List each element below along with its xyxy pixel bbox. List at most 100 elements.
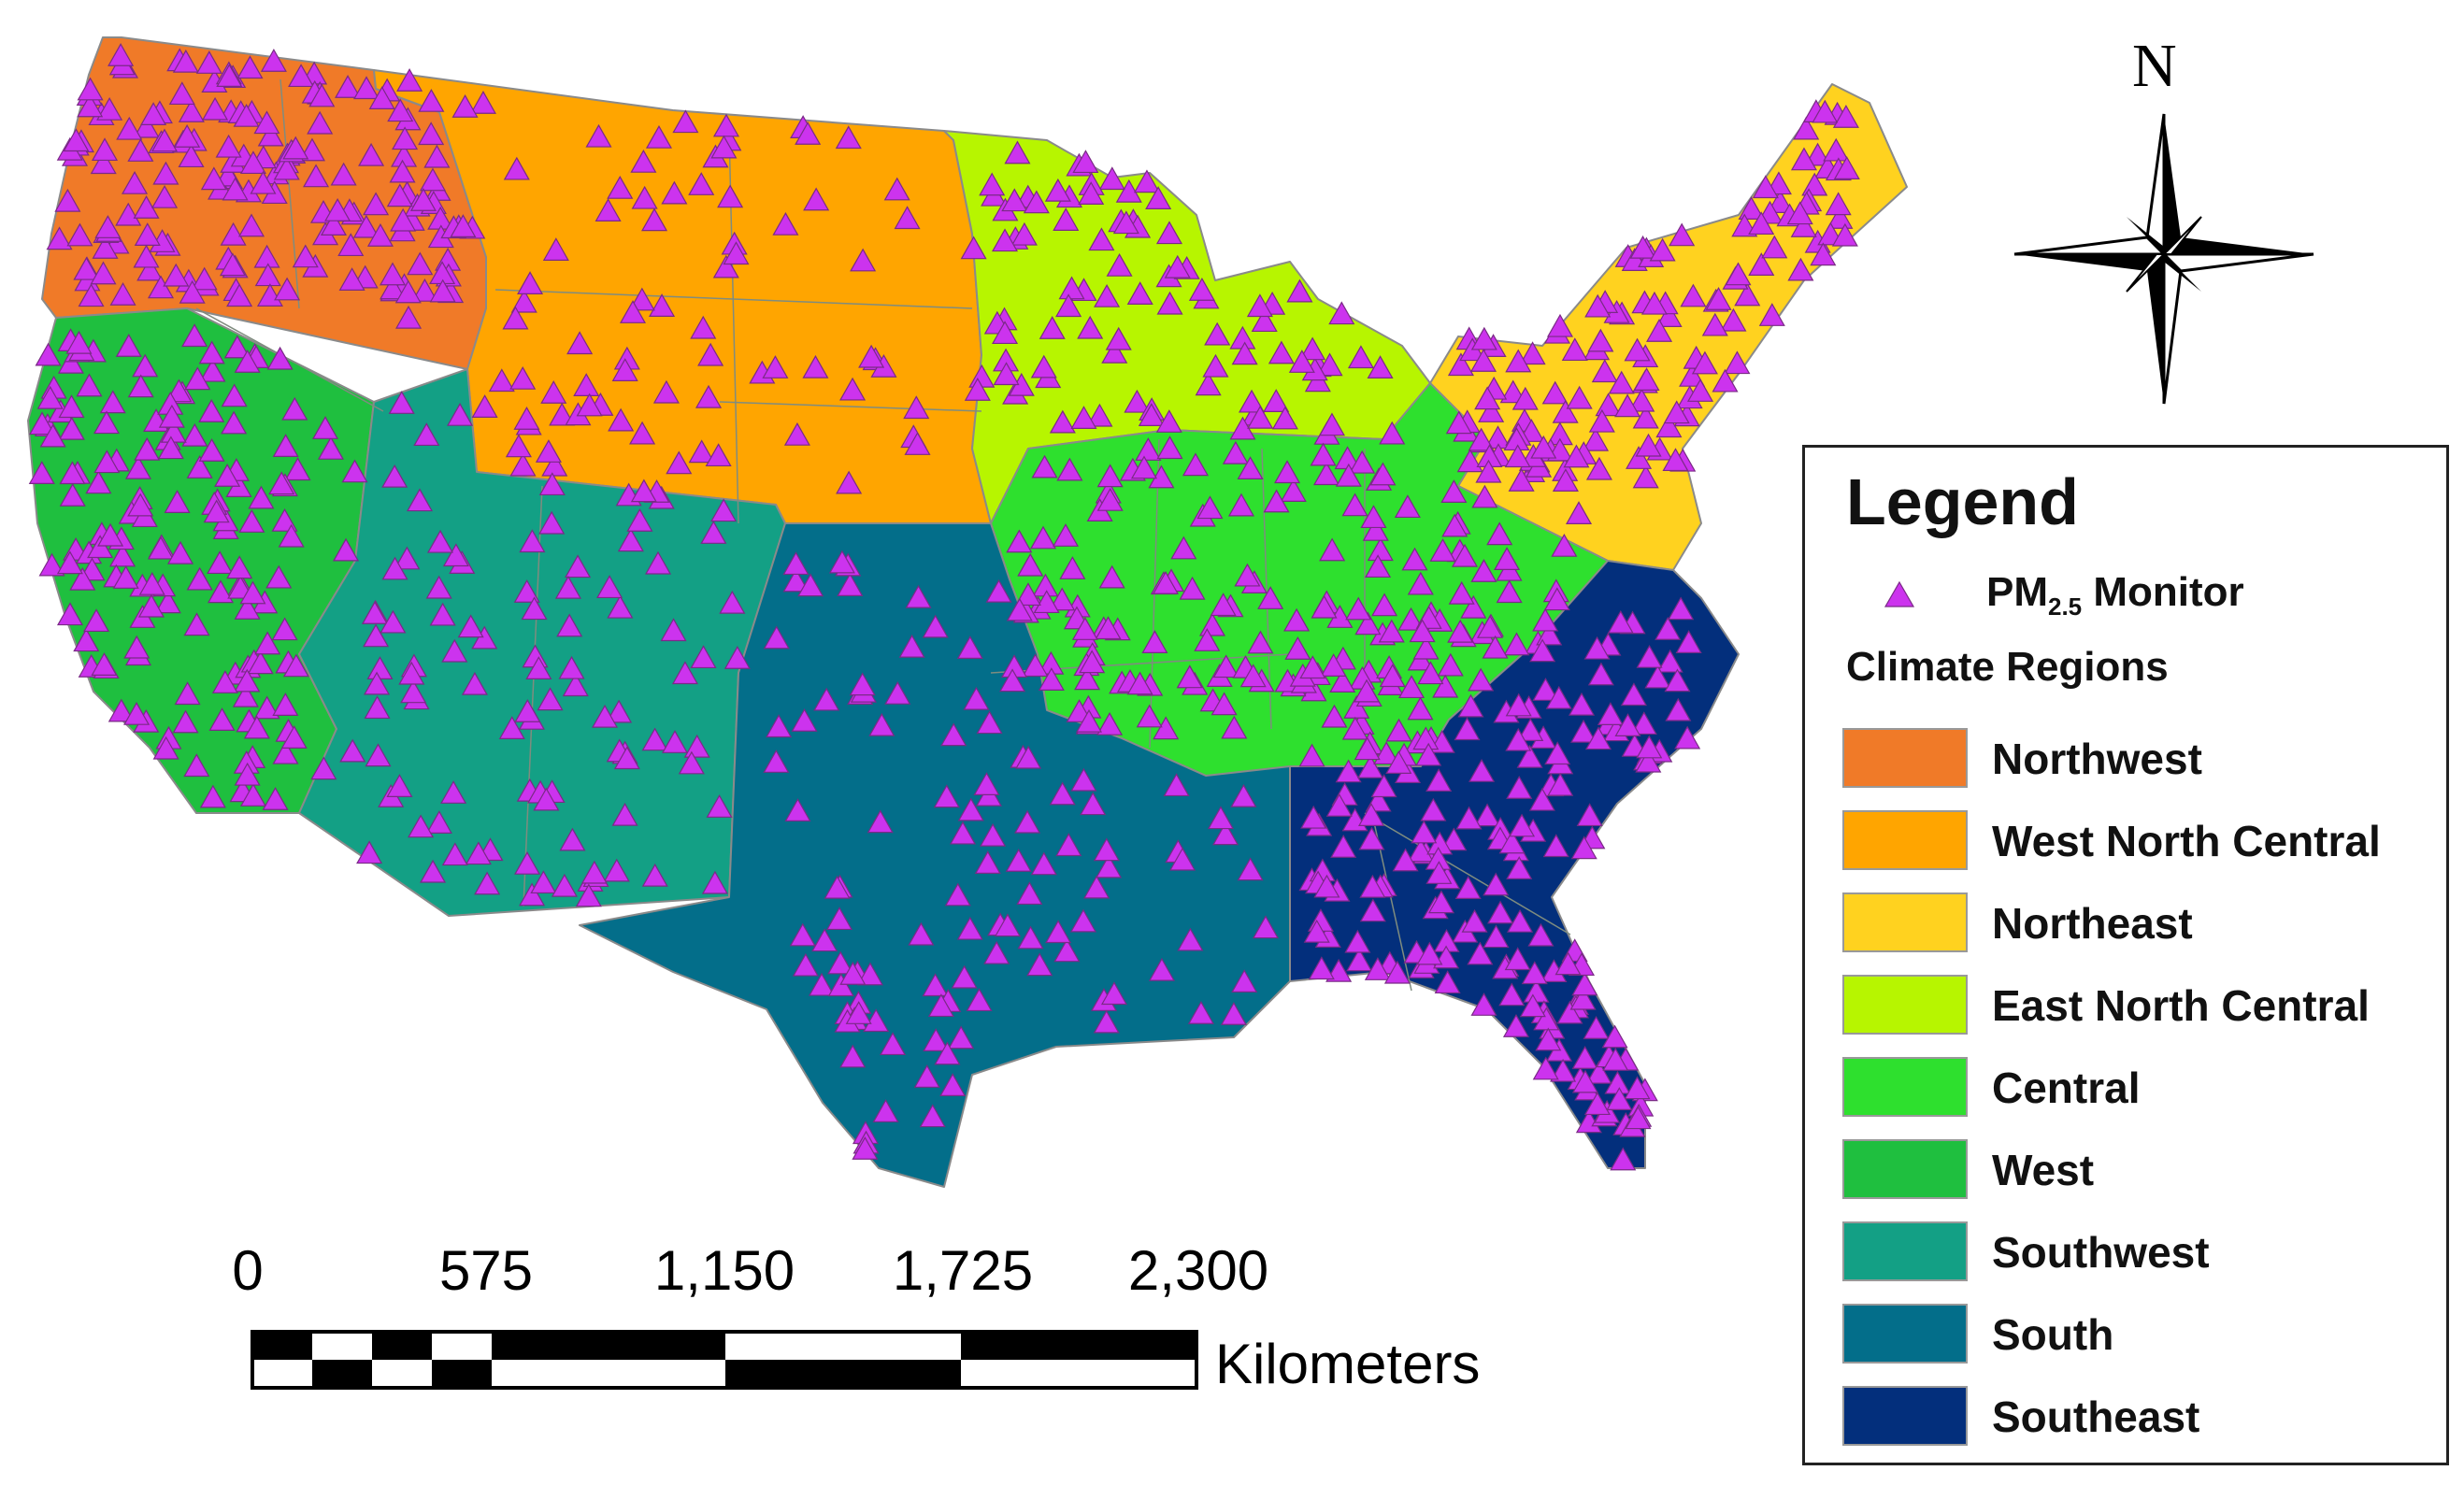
legend-swatch: [1842, 810, 1968, 870]
monitor-marker: [457, 614, 484, 638]
monitor-marker: [1345, 596, 1372, 621]
monitor-marker: [65, 330, 93, 354]
monitor-marker: [1093, 837, 1120, 862]
monitor-marker: [1364, 957, 1391, 980]
monitor-marker: [559, 827, 586, 851]
monitor-marker: [407, 251, 434, 276]
monitor-marker: [541, 452, 568, 477]
monitor-marker: [1519, 993, 1546, 1018]
monitor-marker: [426, 529, 454, 553]
monitor-marker: [358, 142, 385, 166]
monitor-marker: [335, 75, 362, 98]
monitor-marker: [1457, 693, 1484, 718]
monitor-marker: [220, 221, 247, 246]
monitor-marker: [163, 263, 190, 287]
monitor-marker: [381, 556, 408, 580]
monitor-marker: [1022, 653, 1049, 678]
monitor-marker: [1367, 355, 1394, 379]
monitor-marker: [122, 170, 149, 194]
monitor-marker: [905, 584, 932, 608]
monitor-marker: [1606, 1087, 1633, 1110]
monitor-marker: [1545, 685, 1572, 709]
monitor-marker: [1597, 702, 1624, 726]
monitor-marker: [133, 244, 160, 268]
monitor-marker: [198, 399, 225, 422]
monitor-marker: [596, 575, 623, 599]
monitor-marker: [558, 655, 585, 679]
monitor-marker: [1591, 359, 1618, 383]
monitor-marker: [441, 638, 468, 663]
monitor-marker: [1271, 406, 1298, 430]
monitor-marker: [1626, 446, 1653, 469]
monitor-marker: [429, 602, 456, 626]
legend-swatch: [1842, 1221, 1968, 1281]
monitor-marker: [824, 875, 851, 899]
monitor-marker: [73, 256, 100, 280]
monitor-marker: [1354, 736, 1381, 761]
monitor-marker: [395, 305, 423, 329]
monitor-marker: [1620, 682, 1647, 707]
monitor-marker: [782, 551, 809, 576]
monitor-marker: [127, 493, 154, 517]
monitor-marker: [254, 263, 281, 287]
monitor-marker: [387, 98, 414, 122]
monitor-marker: [389, 159, 416, 183]
monitor-marker: [1656, 649, 1683, 673]
monitor-marker: [396, 68, 423, 92]
monitor-marker: [386, 774, 413, 797]
monitor-marker: [719, 590, 746, 614]
monitor-marker: [556, 613, 583, 637]
monitor-marker: [592, 704, 619, 728]
monitor-marker: [1561, 337, 1588, 362]
monitor-marker: [1635, 749, 1662, 773]
monitor-marker: [1394, 494, 1421, 519]
monitor-marker: [1669, 222, 1696, 247]
monitor-marker: [1569, 986, 1597, 1010]
monitor-marker: [1354, 611, 1382, 635]
monitor-marker: [1632, 405, 1659, 429]
monitor-marker: [1098, 564, 1125, 589]
monitor-marker: [423, 144, 451, 168]
monitor-marker: [147, 535, 175, 560]
monitor-marker: [1810, 242, 1837, 266]
monitor-marker: [595, 198, 622, 221]
monitor-marker: [400, 679, 427, 704]
monitor-marker: [850, 248, 877, 272]
monitor-marker: [919, 1104, 946, 1128]
monitor-marker: [1571, 1069, 1599, 1093]
monitor-marker: [368, 86, 395, 109]
monitor-marker: [1521, 961, 1548, 985]
monitor-marker: [1049, 781, 1076, 806]
monitor-marker: [1640, 291, 1668, 315]
monitor-marker: [1204, 321, 1231, 346]
monitor-marker: [1407, 838, 1435, 863]
monitor-marker: [1825, 192, 1852, 216]
monitor-marker: [1044, 178, 1071, 202]
monitor-marker: [551, 873, 578, 897]
monitor-marker: [109, 282, 136, 306]
monitor-marker: [1787, 257, 1814, 281]
monitor-marker: [872, 1099, 899, 1122]
monitor-marker: [1663, 400, 1690, 424]
monitor-marker: [608, 407, 635, 432]
monitor-marker: [964, 378, 991, 401]
monitor-marker: [956, 635, 983, 659]
monitor-marker: [1447, 619, 1474, 643]
monitor-marker: [1610, 1147, 1637, 1171]
monitor-marker: [413, 422, 440, 447]
monitor-marker: [338, 267, 365, 291]
monitor-marker: [451, 94, 479, 118]
monitor-marker: [265, 564, 293, 589]
monitor-marker: [1274, 460, 1301, 484]
monitor-marker: [337, 233, 365, 257]
monitor-marker: [1530, 435, 1557, 459]
monitor-marker: [1316, 352, 1343, 377]
monitor-marker: [1506, 775, 1533, 799]
monitor-marker: [1585, 456, 1612, 480]
monitor-marker: [1169, 847, 1196, 871]
monitor-marker: [154, 590, 181, 614]
monitor-marker: [839, 1044, 867, 1068]
monitor-marker: [1182, 452, 1210, 477]
monitor-marker: [198, 438, 225, 462]
monitor-marker: [1624, 1076, 1651, 1100]
